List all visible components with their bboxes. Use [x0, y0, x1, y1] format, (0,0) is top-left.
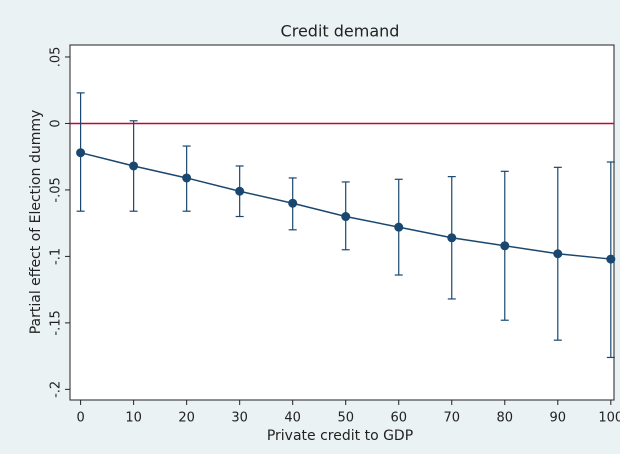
- y-tick-label: 0: [49, 119, 64, 127]
- point: [129, 161, 139, 171]
- x-tick-label: 10: [125, 411, 142, 426]
- x-tick-label: 40: [284, 411, 301, 426]
- plot-area: [69, 44, 615, 401]
- chart-title: Credit demand: [281, 22, 400, 41]
- y-axis-title: Partial effect of Election dummy: [28, 110, 44, 335]
- point: [76, 148, 86, 158]
- x-tick-label: 0: [76, 411, 84, 426]
- point: [341, 212, 351, 222]
- point: [500, 241, 510, 251]
- x-tick-label: 30: [231, 411, 248, 426]
- x-tick-label: 60: [390, 411, 407, 426]
- y-tick-label: -.05: [49, 177, 64, 202]
- x-tick-label: 20: [178, 411, 195, 426]
- x-tick-label: 80: [497, 411, 514, 426]
- x-tick-label: 50: [337, 411, 354, 426]
- point: [288, 198, 298, 208]
- point: [447, 233, 457, 243]
- y-tick-label: -.2: [49, 381, 64, 398]
- x-tick-label: 100: [598, 411, 620, 426]
- point: [606, 254, 616, 264]
- point: [182, 173, 192, 183]
- y-tick-label: -.1: [49, 248, 64, 265]
- y-tick-label: .05: [49, 47, 64, 68]
- point: [553, 249, 563, 259]
- point: [394, 222, 404, 232]
- y-tick-label: -.15: [49, 310, 64, 335]
- x-tick-label: 90: [550, 411, 567, 426]
- point: [235, 186, 245, 196]
- x-tick-label: 70: [443, 411, 460, 426]
- x-axis-title: Private credit to GDP: [267, 428, 413, 444]
